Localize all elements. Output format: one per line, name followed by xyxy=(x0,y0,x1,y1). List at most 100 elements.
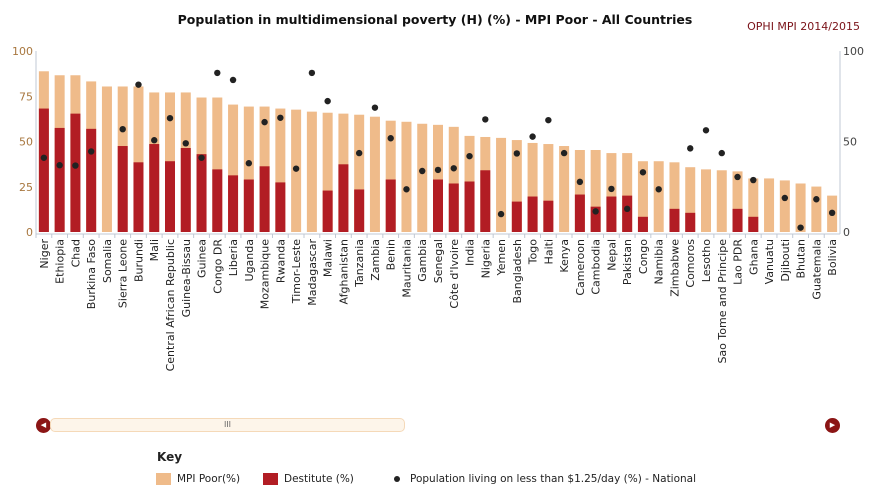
legend-item-destitute: Destitute (%) xyxy=(263,473,354,485)
bar-mpi-poor xyxy=(574,150,585,232)
y-tick-label-left: 50 xyxy=(19,136,33,149)
bar-mpi-poor xyxy=(401,121,412,232)
point-income-poverty xyxy=(371,104,379,111)
x-tick-label: Liberia xyxy=(227,239,240,276)
x-tick-label: Mauritania xyxy=(400,239,413,298)
point-income-poverty xyxy=(166,114,174,122)
bar-mpi-poor xyxy=(606,153,617,232)
point-income-poverty xyxy=(419,167,426,175)
scrollbar-grip[interactable]: III xyxy=(223,420,232,429)
arrow-right-icon[interactable]: ▶ xyxy=(825,418,840,433)
bar-destitute xyxy=(527,196,538,232)
bar-destitute xyxy=(385,179,396,232)
point-income-poverty xyxy=(655,186,662,193)
bar-mpi-poor xyxy=(527,142,538,232)
x-tick-label: Lesotho xyxy=(700,239,713,282)
x-tick-label: Comoros xyxy=(684,239,697,288)
bar-destitute xyxy=(354,189,365,232)
bar-destitute xyxy=(637,216,648,232)
bar-destitute xyxy=(228,175,239,232)
point-income-poverty xyxy=(214,69,221,77)
bar-destitute xyxy=(480,170,491,232)
x-tick-label: Guinea xyxy=(196,239,209,278)
bar-destitute xyxy=(275,182,286,232)
point-income-poverty xyxy=(813,196,820,203)
y-tick-label-left: 25 xyxy=(19,181,33,194)
bar-destitute xyxy=(117,146,128,232)
point-income-poverty xyxy=(72,162,79,169)
x-tick-label: Nepal xyxy=(605,239,618,271)
legend-item-income-poverty: Population living on less than $1.25/day… xyxy=(390,473,696,485)
point-income-poverty xyxy=(450,165,457,172)
bar-mpi-poor xyxy=(590,150,601,232)
legend-dot-icon xyxy=(394,476,400,482)
bar-mpi-poor xyxy=(637,161,648,232)
point-income-poverty xyxy=(277,114,284,121)
bar-destitute xyxy=(622,195,633,232)
point-income-poverty xyxy=(119,125,126,133)
point-income-poverty xyxy=(718,149,725,157)
point-income-poverty xyxy=(781,194,789,202)
point-income-poverty xyxy=(828,209,836,217)
point-income-poverty xyxy=(40,154,48,161)
bar-destitute xyxy=(590,206,601,232)
bar-mpi-poor xyxy=(748,178,759,232)
x-tick-label: Togo xyxy=(527,239,540,266)
bar-mpi-poor xyxy=(243,106,254,232)
bar-destitute xyxy=(448,183,459,232)
x-tick-label: India xyxy=(464,239,477,266)
x-tick-label: Benin xyxy=(385,239,398,270)
bar-mpi-poor xyxy=(306,111,317,232)
bar-mpi-poor xyxy=(543,144,554,232)
x-tick-label: Yemen xyxy=(495,239,508,277)
bar-destitute xyxy=(70,113,81,232)
point-income-poverty xyxy=(151,137,158,144)
arrow-left-icon[interactable]: ◀ xyxy=(36,418,51,433)
point-income-poverty xyxy=(56,162,63,169)
x-tick-label: Niger xyxy=(38,239,51,269)
point-income-poverty xyxy=(324,97,331,105)
bar-destitute xyxy=(511,201,522,232)
x-tick-label: Chad xyxy=(69,239,82,267)
x-tick-label: Burundi xyxy=(132,239,145,282)
y-tick-label-right: 0 xyxy=(843,226,850,239)
x-tick-label: Ghana xyxy=(747,239,760,275)
x-tick-label: Afghanistan xyxy=(337,239,350,305)
bar-mpi-poor xyxy=(212,97,223,232)
bar-destitute xyxy=(338,164,349,232)
scrollbar-track[interactable]: III xyxy=(50,418,405,432)
bar-destitute xyxy=(669,208,680,232)
x-tick-label: Haiti xyxy=(542,239,555,264)
x-tick-label: Zimbabwe xyxy=(668,239,681,297)
legend-swatch-mpi-poor xyxy=(156,473,171,485)
point-income-poverty xyxy=(292,165,300,172)
point-income-poverty xyxy=(403,186,410,193)
bar-destitute xyxy=(732,208,743,232)
bar-mpi-poor xyxy=(369,116,380,232)
x-tick-label: Uganda xyxy=(243,239,256,281)
x-tick-label: Bolivia xyxy=(826,239,839,276)
bar-destitute xyxy=(433,179,443,232)
bar-mpi-poor xyxy=(511,140,522,232)
bar-destitute xyxy=(149,144,160,232)
point-income-poverty xyxy=(497,210,505,218)
point-income-poverty xyxy=(482,116,489,123)
bar-destitute xyxy=(322,190,333,232)
bar-mpi-poor xyxy=(764,178,775,232)
x-tick-label: Bhutan xyxy=(795,239,808,279)
bar-mpi-poor xyxy=(716,170,727,232)
bar-destitute xyxy=(259,166,270,232)
x-tick-label: Djibouti xyxy=(779,239,792,282)
x-tick-label: Namibia xyxy=(653,239,666,285)
x-tick-label: Cambodia xyxy=(590,239,603,295)
bar-mpi-poor xyxy=(354,114,365,232)
bar-mpi-poor xyxy=(779,180,790,232)
bar-destitute xyxy=(748,216,759,232)
point-income-poverty xyxy=(387,135,394,142)
y-tick-label-left: 75 xyxy=(19,90,33,103)
legend-label: Population living on less than $1.25/day… xyxy=(410,473,697,485)
y-tick-label-right: 50 xyxy=(843,136,857,149)
x-tick-label: Malawi xyxy=(322,239,335,277)
point-income-poverty xyxy=(182,140,189,147)
